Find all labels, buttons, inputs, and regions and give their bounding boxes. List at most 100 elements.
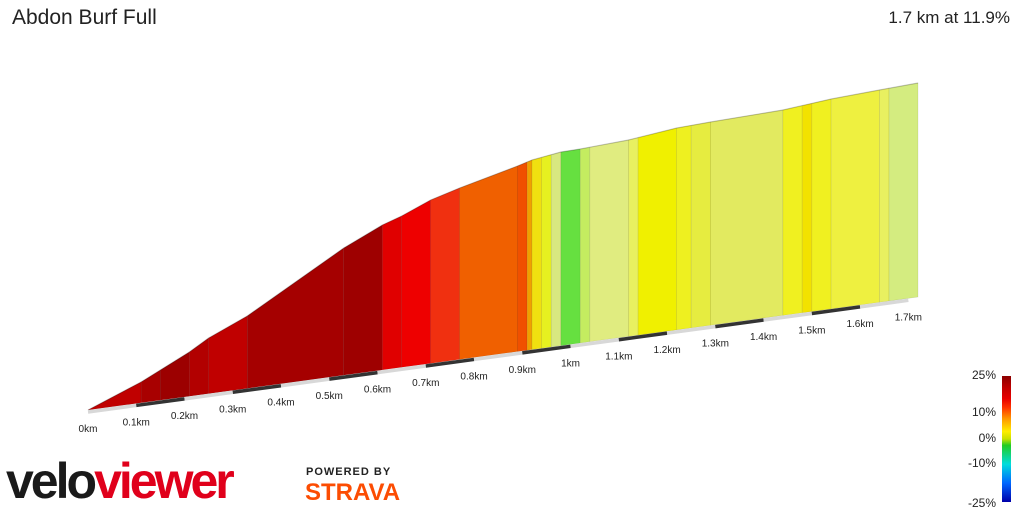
powered-by-label: POWERED BY bbox=[306, 466, 392, 478]
profile-top-edge bbox=[831, 89, 880, 100]
distance-tick-label: 1.7km bbox=[895, 312, 922, 323]
axis-band bbox=[425, 357, 475, 368]
profile-top-edge bbox=[802, 102, 812, 107]
distance-tick-label: 0.2km bbox=[171, 411, 198, 422]
profile-top-edge bbox=[676, 124, 692, 129]
gradient-segment bbox=[160, 351, 190, 401]
distance-tick-label: 0.4km bbox=[267, 398, 294, 409]
axis-band bbox=[87, 403, 137, 414]
distance-tick-label: 0.1km bbox=[123, 417, 150, 428]
legend-label-10: 10% bbox=[971, 405, 996, 419]
axis-band bbox=[136, 397, 185, 408]
axis-band bbox=[763, 311, 813, 322]
gradient-segment bbox=[710, 109, 784, 326]
profile-top-edge bbox=[531, 156, 542, 161]
profile-top-edge bbox=[541, 154, 552, 158]
axis-band bbox=[232, 383, 282, 395]
profile-top-edge bbox=[628, 137, 639, 141]
profile-top-edge bbox=[888, 82, 919, 89]
profile-top-edge bbox=[526, 159, 533, 163]
axis-band bbox=[473, 351, 523, 362]
gradient-segment bbox=[246, 247, 345, 389]
gradient-segment bbox=[430, 187, 460, 364]
strava-logo: STRAVA bbox=[305, 479, 401, 506]
gradient-segment bbox=[879, 87, 890, 303]
profile-top-edge bbox=[140, 369, 161, 383]
distance-tick-label: 0.9km bbox=[509, 365, 536, 376]
gradient-segment bbox=[589, 139, 629, 343]
distance-tick-label: 0.3km bbox=[219, 404, 246, 415]
distance-tick-label: 0.6km bbox=[364, 385, 391, 396]
profile-top-edge bbox=[551, 151, 562, 156]
gradient-segment bbox=[811, 98, 832, 312]
profile-top-edge bbox=[691, 121, 711, 127]
elevation-profile-chart: 0km 0.1km 0.2km 0.3km 0.4km 0.5km 0.6km 0.7km 0.… bbox=[79, 82, 922, 435]
distance-tick-labels: 0km 0.1km 0.2km 0.3km 0.4km 0.5km 0.6km 0.7km 0.… bbox=[79, 312, 922, 435]
gradient-segment bbox=[830, 89, 880, 310]
distance-tick-label: 1km bbox=[561, 358, 580, 369]
profile-top-edge bbox=[160, 351, 190, 371]
profile-top-edge bbox=[188, 337, 209, 353]
profile-top-edge bbox=[560, 148, 581, 153]
axis-band bbox=[280, 377, 330, 388]
axis-band bbox=[859, 298, 909, 309]
gradient-segment bbox=[531, 156, 542, 350]
distance-tick-label: 1.2km bbox=[653, 345, 680, 356]
gradient-segment bbox=[676, 125, 692, 331]
gradient-segment bbox=[579, 146, 591, 344]
distance-tick-label: 0.5km bbox=[316, 391, 343, 402]
profile-top-edge bbox=[382, 215, 402, 226]
profile-top-edge bbox=[343, 224, 383, 249]
distance-axis bbox=[87, 298, 909, 414]
veloviewer-logo: veloviewer bbox=[6, 453, 237, 508]
profile-top-edge bbox=[517, 161, 528, 167]
gradient-segment bbox=[401, 199, 431, 368]
profile-top-edge bbox=[430, 187, 460, 201]
logo-text-velo: velo bbox=[6, 453, 96, 508]
profile-top-edge bbox=[580, 146, 590, 150]
logo-text-viewer: viewer bbox=[94, 453, 234, 508]
gradient-segment bbox=[343, 224, 383, 376]
profile-top-edge bbox=[710, 109, 783, 123]
legend-label-neg10: -10% bbox=[967, 456, 996, 470]
climb-summary: 1.7 km at 11.9% bbox=[888, 8, 1010, 27]
distance-tick-label: 1.4km bbox=[750, 332, 777, 343]
distance-tick-label: 1.1km bbox=[605, 352, 632, 363]
axis-band bbox=[377, 364, 427, 375]
axis-band bbox=[570, 337, 620, 349]
gradient-segment bbox=[541, 154, 552, 349]
axis-band bbox=[666, 324, 716, 335]
distance-tick-label: 0.8km bbox=[460, 371, 487, 382]
gradient-segment bbox=[782, 105, 803, 316]
gradient-segment bbox=[382, 215, 402, 371]
profile-top-edge bbox=[879, 87, 890, 91]
legend-label-0: 0% bbox=[978, 431, 996, 445]
gradient-segment bbox=[140, 369, 161, 404]
gradient-segment bbox=[801, 103, 813, 314]
axis-band bbox=[811, 305, 861, 316]
axis-band bbox=[715, 318, 764, 329]
profile-top-edge bbox=[401, 199, 431, 217]
gradient-legend: 25% 10% 0% -10% -25% bbox=[966, 368, 1024, 512]
gradient-segment bbox=[517, 161, 528, 352]
distance-tick-label: 0.7km bbox=[412, 378, 439, 389]
profile-top-edge bbox=[87, 381, 142, 411]
gradient-segment bbox=[637, 127, 678, 336]
profile-top-edge bbox=[811, 98, 832, 104]
profile-top-edge bbox=[208, 315, 248, 339]
distance-tick-label: 1.5km bbox=[798, 325, 825, 336]
axis-band bbox=[618, 331, 668, 342]
gradient-segment bbox=[189, 337, 209, 397]
gradient-segment bbox=[560, 148, 581, 346]
distance-tick-label: 1.6km bbox=[846, 319, 873, 330]
distance-tick-label: 0km bbox=[79, 424, 98, 435]
logo-text: veloviewer bbox=[6, 453, 234, 508]
gradient-color-scale bbox=[1002, 376, 1011, 502]
gradient-segment bbox=[628, 137, 639, 337]
distance-tick-label: 1.3km bbox=[702, 339, 729, 350]
legend-label-max: 25% bbox=[971, 368, 996, 382]
axis-band bbox=[522, 344, 571, 355]
legend-label-min: -25% bbox=[967, 496, 996, 510]
axis-band bbox=[329, 370, 378, 381]
profile-top-edge bbox=[459, 165, 518, 189]
